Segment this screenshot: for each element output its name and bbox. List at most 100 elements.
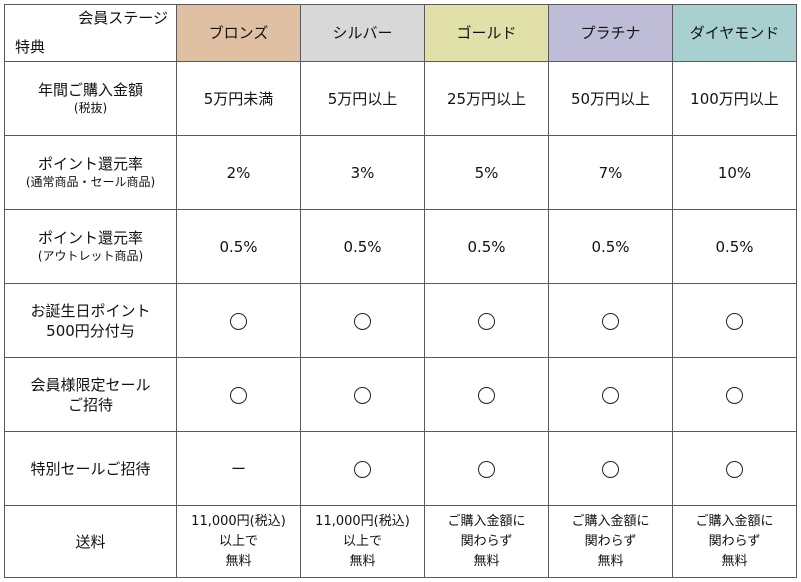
row-label: ポイント還元率 (通常商品・セール商品) — [4, 135, 177, 210]
row-label: 特別セールご招待 — [4, 431, 177, 506]
shipping-line: 関わらず — [584, 533, 637, 549]
table-cell — [424, 357, 549, 432]
table-cell: 11,000円(税込) 以上で 無料 — [300, 505, 425, 578]
row-label-sub: (アウトレット商品) — [37, 249, 144, 263]
table-cell — [672, 283, 797, 358]
shipping-line: 11,000円(税込) — [191, 513, 286, 529]
circle-mark-icon — [354, 312, 371, 330]
member-stage-heading: 会員ステージ — [78, 9, 168, 27]
row-label-main: 特別セールご招待 — [30, 459, 151, 478]
membership-benefits-table: 会員ステージ 特典 ブロンズ シルバー ゴールド プラチナ ダイヤモンド 年間ご… — [4, 4, 797, 578]
shipping-line: 関わらず — [460, 533, 513, 549]
table-cell — [300, 431, 425, 506]
table-cell: 50万円以上 — [548, 61, 673, 136]
stage-header-diamond: ダイヤモンド — [672, 4, 797, 62]
circle-mark-icon — [726, 386, 743, 404]
circle-mark-icon — [602, 386, 619, 404]
table-cell — [672, 357, 797, 432]
table-cell: ー — [176, 431, 301, 506]
row-label-main: お誕生日ポイント — [30, 301, 151, 320]
circle-mark-icon — [354, 460, 371, 478]
point-rate-outlet-row: ポイント還元率 (アウトレット商品) 0.5% 0.5% 0.5% 0.5% 0… — [4, 209, 797, 284]
table-cell — [548, 283, 673, 358]
special-sale-row: 特別セールご招待 ー — [4, 431, 797, 506]
row-label: 会員様限定セール ご招待 — [4, 357, 177, 432]
shipping-line: ご購入金額に — [447, 513, 526, 529]
circle-mark-icon — [726, 312, 743, 330]
stage-header-bronze: ブロンズ — [176, 4, 301, 62]
row-label-main-2: 500円分付与 — [46, 321, 135, 340]
table-cell: 0.5% — [548, 209, 673, 284]
shipping-line: 無料 — [597, 553, 624, 569]
shipping-line: 無料 — [721, 553, 748, 569]
birthday-points-row: お誕生日ポイント 500円分付与 — [4, 283, 797, 358]
shipping-line: 無料 — [225, 553, 252, 569]
table-cell: 0.5% — [176, 209, 301, 284]
circle-mark-icon — [478, 460, 495, 478]
table-cell: ご購入金額に 関わらず 無料 — [548, 505, 673, 578]
circle-mark-icon — [726, 460, 743, 478]
row-label-main: ポイント還元率 — [37, 229, 143, 247]
table-cell: 7% — [548, 135, 673, 210]
table-cell — [176, 357, 301, 432]
table-cell: 25万円以上 — [424, 61, 549, 136]
table-cell — [548, 357, 673, 432]
point-rate-regular-row: ポイント還元率 (通常商品・セール商品) 2% 3% 5% 7% 10% — [4, 135, 797, 210]
table-cell: 5万円以上 — [300, 61, 425, 136]
table-cell: ご購入金額に 関わらず 無料 — [672, 505, 797, 578]
table-cell — [424, 283, 549, 358]
circle-mark-icon — [230, 386, 247, 404]
shipping-line: ご購入金額に — [571, 513, 650, 529]
table-cell: 5% — [424, 135, 549, 210]
table-cell: 100万円以上 — [672, 61, 797, 136]
row-label-main: 会員様限定セール — [30, 375, 151, 394]
circle-mark-icon — [478, 312, 495, 330]
table-cell: 0.5% — [424, 209, 549, 284]
circle-mark-icon — [478, 386, 495, 404]
shipping-line: 以上で — [218, 533, 258, 549]
table-cell — [548, 431, 673, 506]
table-cell: 3% — [300, 135, 425, 210]
row-label: 送料 — [4, 505, 177, 578]
stage-header-silver: シルバー — [300, 4, 425, 62]
table-cell — [424, 431, 549, 506]
table-cell: 0.5% — [300, 209, 425, 284]
dash-mark: ー — [230, 459, 246, 478]
table-cell — [300, 357, 425, 432]
shipping-line: 無料 — [473, 553, 500, 569]
shipping-line: 関わらず — [708, 533, 761, 549]
table-cell: 5万円未満 — [176, 61, 301, 136]
row-label-main: 年間ご購入金額 — [37, 81, 143, 99]
shipping-line: 無料 — [349, 553, 376, 569]
shipping-row: 送料 11,000円(税込) 以上で 無料 11,000円(税込) 以上で 無料… — [4, 505, 797, 578]
row-label-main-2: ご招待 — [67, 395, 113, 414]
shipping-line: ご購入金額に — [695, 513, 774, 529]
header-row: 会員ステージ 特典 ブロンズ シルバー ゴールド プラチナ ダイヤモンド — [4, 4, 797, 62]
row-label-main: 送料 — [75, 532, 106, 551]
table-cell: 0.5% — [672, 209, 797, 284]
table-cell — [176, 283, 301, 358]
row-label: お誕生日ポイント 500円分付与 — [4, 283, 177, 358]
shipping-line: 以上で — [342, 533, 382, 549]
row-label: ポイント還元率 (アウトレット商品) — [4, 209, 177, 284]
table-cell: 2% — [176, 135, 301, 210]
corner-cell: 会員ステージ 特典 — [4, 4, 177, 62]
shipping-line: 11,000円(税込) — [315, 513, 410, 529]
circle-mark-icon — [230, 312, 247, 330]
circle-mark-icon — [602, 312, 619, 330]
row-label-sub: (税抜) — [73, 101, 108, 115]
row-label-sub: (通常商品・セール商品) — [25, 175, 156, 189]
table-cell — [300, 283, 425, 358]
annual-purchase-row: 年間ご購入金額 (税抜) 5万円未満 5万円以上 25万円以上 50万円以上 1… — [4, 61, 797, 136]
circle-mark-icon — [354, 386, 371, 404]
stage-header-platinum: プラチナ — [548, 4, 673, 62]
row-label-main: ポイント還元率 — [37, 155, 143, 173]
table-cell — [672, 431, 797, 506]
table-cell: 10% — [672, 135, 797, 210]
circle-mark-icon — [602, 460, 619, 478]
stage-header-gold: ゴールド — [424, 4, 549, 62]
table-cell: ご購入金額に 関わらず 無料 — [424, 505, 549, 578]
row-label: 年間ご購入金額 (税抜) — [4, 61, 177, 136]
table-cell: 11,000円(税込) 以上で 無料 — [176, 505, 301, 578]
benefits-heading: 特典 — [15, 38, 46, 56]
